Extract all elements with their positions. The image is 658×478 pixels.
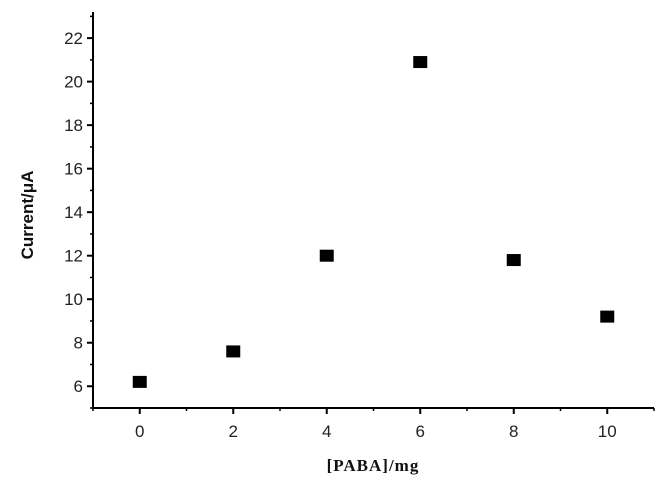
y-tick-label: 14 xyxy=(64,203,83,222)
y-axis-label: Current/μA xyxy=(18,171,37,260)
x-axis-label: [PABA]/mg xyxy=(327,456,420,475)
x-tick-label: 10 xyxy=(598,422,617,441)
y-tick-label: 22 xyxy=(64,29,83,48)
data-point xyxy=(132,375,147,388)
data-point xyxy=(226,345,241,358)
y-tick-label: 12 xyxy=(64,247,83,266)
y-tick-label: 8 xyxy=(74,334,83,353)
y-tick-label: 6 xyxy=(74,377,83,396)
x-tick-label: 8 xyxy=(509,422,518,441)
x-tick-label: 6 xyxy=(416,422,425,441)
y-tick-label: 10 xyxy=(64,290,83,309)
x-tick-label: 4 xyxy=(322,422,331,441)
data-point xyxy=(600,310,615,323)
y-tick-label: 20 xyxy=(64,73,83,92)
y-tick-label: 18 xyxy=(64,116,83,135)
data-point xyxy=(319,249,334,262)
x-tick-label: 0 xyxy=(135,422,144,441)
data-point xyxy=(413,56,428,69)
data-points xyxy=(132,56,615,388)
x-tick-label: 2 xyxy=(229,422,238,441)
data-point xyxy=(506,254,521,267)
axis-ticks: 0 2 4 6 8 10 6 8 10 12 14 16 18 20 22 xyxy=(64,15,655,441)
y-tick-label: 16 xyxy=(64,160,83,179)
